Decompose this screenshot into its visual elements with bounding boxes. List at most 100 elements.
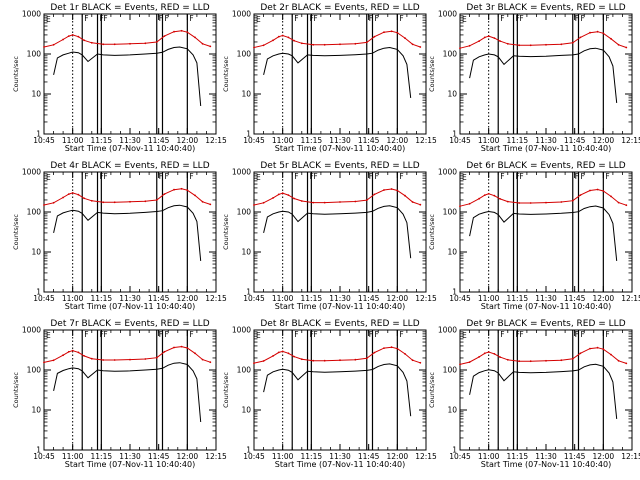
lld-point bbox=[312, 359, 315, 362]
marker-flag: F bbox=[519, 14, 523, 23]
corner-marker: E bbox=[46, 173, 51, 182]
marker-flag: F bbox=[519, 330, 523, 339]
y-tick-label: 1 bbox=[36, 130, 41, 139]
lld-point bbox=[617, 359, 620, 362]
marker-flag: F bbox=[84, 330, 88, 339]
lld-point bbox=[300, 200, 303, 202]
lld-point bbox=[571, 199, 574, 202]
lld-point bbox=[390, 346, 393, 349]
lld-point bbox=[194, 194, 196, 197]
corner-marker: E bbox=[256, 173, 261, 182]
panel-7: Det 7r BLACK = Events, RED = LLD 1 10 100 10… bbox=[12, 319, 227, 469]
x-tick-label: 11:30 bbox=[329, 136, 351, 145]
x-tick-label: 11:15 bbox=[91, 294, 113, 303]
panel-4: Det 4r BLACK = Events, RED = LLD 1 10 100 10… bbox=[12, 161, 227, 311]
marker-flag: F bbox=[313, 330, 317, 339]
panel-title: Det 1r BLACK = Events, RED = LLD bbox=[50, 3, 209, 13]
lld-point bbox=[483, 36, 486, 39]
lld-point bbox=[625, 362, 628, 365]
lld-point bbox=[596, 346, 599, 349]
lld-point bbox=[411, 359, 414, 362]
marker-flag: F bbox=[500, 330, 504, 339]
lld-point bbox=[365, 199, 368, 202]
panel-3: Det 3r BLACK = Events, RED = LLD 1 10 100 10… bbox=[428, 3, 640, 153]
y-tick-label: 1 bbox=[246, 130, 251, 139]
marker-flag: F bbox=[369, 14, 373, 23]
y-tick-label: 1 bbox=[36, 288, 41, 297]
events-series-line bbox=[53, 362, 202, 423]
lld-series-line bbox=[43, 30, 211, 48]
x-tick-label: 12:15 bbox=[621, 452, 640, 461]
events-series-line bbox=[469, 47, 618, 103]
lld-point bbox=[596, 188, 599, 191]
lld-point bbox=[483, 194, 486, 197]
lld-point bbox=[617, 43, 620, 46]
x-tick-label: 11:45 bbox=[148, 294, 170, 303]
marker-flag: F bbox=[159, 14, 163, 23]
marker-flag: F bbox=[519, 172, 523, 181]
y-tick-label: 10 bbox=[447, 248, 457, 257]
lld-point bbox=[373, 35, 376, 38]
panel-5: Det 5r BLACK = Events, RED = LLD 1 10 100 10… bbox=[222, 161, 437, 311]
lld-point bbox=[506, 42, 509, 45]
x-tick-label: 11:45 bbox=[358, 136, 380, 145]
x-tick-label: 11:45 bbox=[358, 452, 380, 461]
events-series-line bbox=[469, 205, 618, 261]
lld-point bbox=[518, 360, 521, 363]
lld-point bbox=[339, 201, 341, 203]
x-tick-label: 11:45 bbox=[358, 294, 380, 303]
panel-title: Det 3r BLACK = Events, RED = LLD bbox=[466, 3, 625, 13]
lld-point bbox=[62, 354, 64, 357]
x-tick-label: 11:00 bbox=[62, 294, 84, 303]
y-tick-label: 1 bbox=[452, 130, 457, 139]
x-tick-label: 11:15 bbox=[507, 452, 529, 461]
events-series-line bbox=[263, 46, 412, 98]
lld-point bbox=[201, 200, 204, 203]
lld-point bbox=[155, 199, 158, 201]
lld-point bbox=[493, 353, 496, 355]
lld-point bbox=[253, 204, 255, 206]
lld-point bbox=[373, 193, 376, 196]
lld-point bbox=[518, 202, 521, 204]
y-tick-label: 1000 bbox=[438, 168, 457, 177]
x-tick-label: 10:45 bbox=[243, 136, 265, 145]
marker-flag: F bbox=[189, 14, 193, 23]
lld-point bbox=[113, 43, 116, 46]
y-tick-label: 100 bbox=[27, 208, 42, 217]
x-tick-label: 11:30 bbox=[329, 294, 351, 303]
panel-6: Det 6r BLACK = Events, RED = LLD 1 10 100 10… bbox=[428, 161, 640, 311]
y-axis-label: Counts/sec bbox=[428, 372, 436, 408]
lld-point bbox=[354, 42, 357, 45]
marker-flag: F bbox=[605, 330, 609, 339]
marker-flag: F bbox=[374, 14, 378, 23]
x-tick-label: 11:00 bbox=[272, 294, 294, 303]
lld-point bbox=[287, 36, 290, 39]
x-tick-label: 11:15 bbox=[301, 294, 323, 303]
lld-point bbox=[602, 32, 605, 35]
lld-point bbox=[602, 190, 605, 192]
lld-point bbox=[83, 197, 85, 200]
lld-point bbox=[77, 351, 80, 354]
lld-point bbox=[163, 35, 166, 37]
lld-series-line bbox=[459, 188, 627, 207]
y-tick-label: 100 bbox=[237, 208, 252, 217]
y-tick-label: 10 bbox=[447, 406, 457, 415]
x-tick-label: 10:45 bbox=[449, 294, 471, 303]
lld-point bbox=[52, 201, 55, 204]
lld-point bbox=[529, 360, 532, 363]
lld-series-line bbox=[459, 31, 627, 49]
events-series-line bbox=[53, 204, 202, 261]
lld-point bbox=[113, 359, 116, 361]
lld-point bbox=[617, 201, 620, 204]
y-axis-label: Counts/sec bbox=[12, 214, 20, 250]
lld-point bbox=[493, 194, 496, 197]
lld-point bbox=[287, 352, 290, 355]
y-axis-label: Counts/sec bbox=[428, 214, 436, 250]
lld-point bbox=[83, 39, 85, 42]
x-axis-label: Start Time (07-Nov-11 10:40:40) bbox=[481, 144, 611, 153]
x-tick-label: 12:15 bbox=[621, 294, 640, 303]
y-tick-label: 1000 bbox=[232, 326, 251, 335]
marker-flag: F bbox=[500, 172, 504, 181]
lld-point bbox=[102, 43, 105, 46]
x-tick-label: 10:45 bbox=[33, 452, 55, 461]
